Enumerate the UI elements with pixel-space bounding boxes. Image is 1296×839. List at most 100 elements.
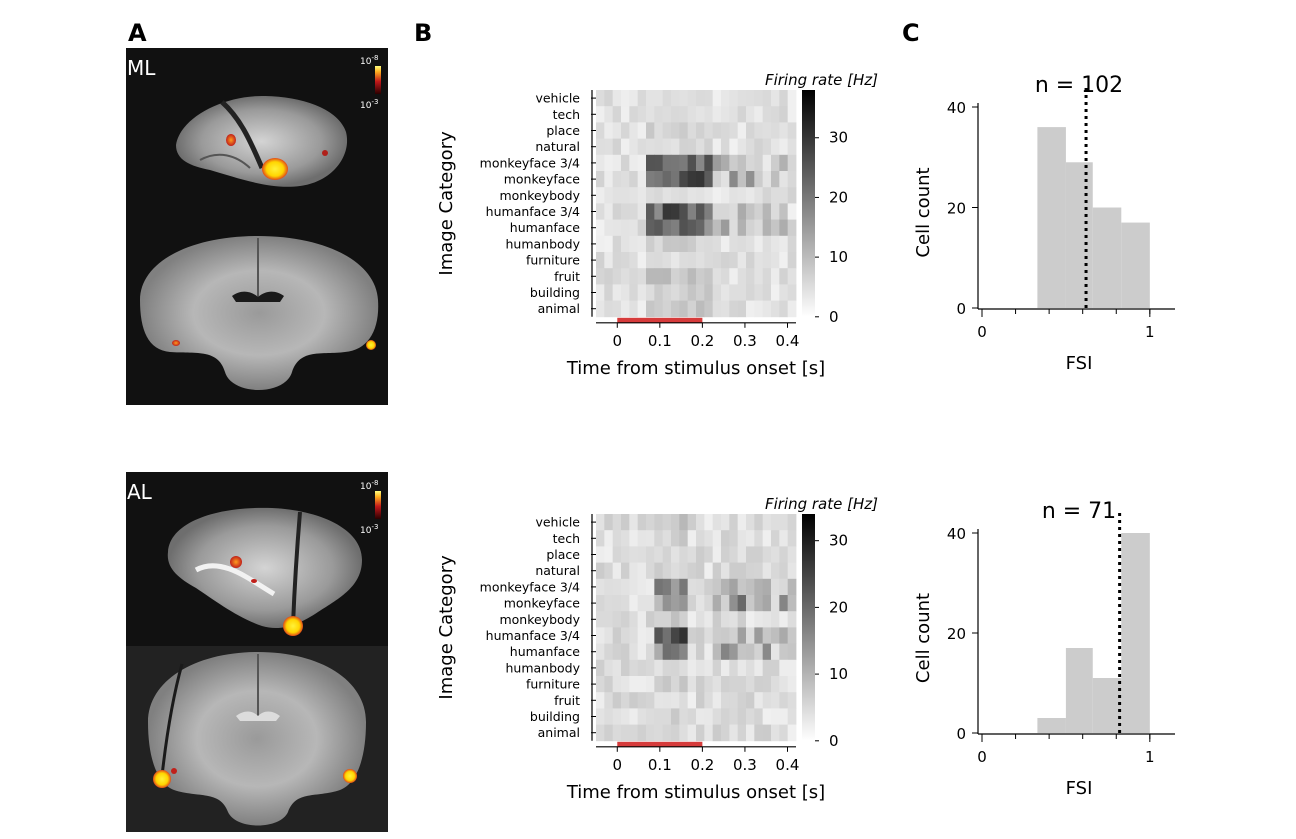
stimulus-bar xyxy=(617,317,703,323)
ventricles xyxy=(232,291,284,302)
x-tick-label: 1 xyxy=(1145,748,1155,766)
category-label: fruit xyxy=(554,269,580,284)
heatmap-cell xyxy=(679,659,689,677)
sagittal-brain-slice xyxy=(167,507,362,629)
heatmap-cell xyxy=(646,203,655,220)
heatmap-cell xyxy=(621,235,630,253)
heatmap-cell xyxy=(779,187,789,204)
heatmap-cell xyxy=(637,611,647,628)
heatmap-cell xyxy=(754,90,764,107)
heatmap-cell xyxy=(721,643,730,661)
mri-panel-al: AL 10-8 10-3 xyxy=(126,472,388,832)
heatmap-cell xyxy=(621,530,630,547)
heatmap-cell xyxy=(712,284,722,301)
heatmap-cell xyxy=(679,219,689,237)
heatmap-cell xyxy=(637,219,647,237)
heatmap-cell xyxy=(662,530,672,547)
heatmap-cell xyxy=(696,122,705,139)
heatmap-cell xyxy=(646,235,655,253)
heatmap-cell xyxy=(621,562,630,580)
heatmap-cell xyxy=(671,530,680,547)
heatmap-cell xyxy=(621,724,630,742)
heatmap-cell xyxy=(712,562,722,580)
heatmap-cell xyxy=(712,106,722,123)
category-label: monkeyface 3/4 xyxy=(480,579,580,594)
heatmap-cell xyxy=(646,187,655,204)
heatmap-cell xyxy=(671,546,680,563)
histogram-bar xyxy=(1121,222,1150,308)
heatmap-cell xyxy=(771,627,780,644)
heatmap-cell xyxy=(629,90,639,107)
heatmap-cell xyxy=(621,546,630,563)
heatmap-cell xyxy=(771,203,780,220)
heatmap-cell xyxy=(671,692,680,709)
heatmap-cell xyxy=(696,611,705,628)
heatmap-cell xyxy=(779,300,789,318)
heatmap-cell xyxy=(704,514,714,531)
heatmap-cell xyxy=(729,724,739,742)
category-label: building xyxy=(530,285,580,300)
heatmap-cell xyxy=(737,171,747,188)
heatmap-cell xyxy=(762,578,772,596)
heatmap-cell xyxy=(721,154,730,172)
heatmap-cell xyxy=(779,708,789,725)
heatmap-cell xyxy=(746,106,755,123)
heatmap-cell xyxy=(596,546,605,563)
activation-blob xyxy=(226,134,236,146)
electrode-track xyxy=(160,663,184,777)
heatmap-cell xyxy=(687,252,697,269)
heatmap-cell xyxy=(612,235,622,253)
heatmap-cell xyxy=(637,154,647,172)
heatmap-cell xyxy=(604,235,614,253)
histogram-xlabel: FSI xyxy=(1066,353,1093,374)
heatmap-cell xyxy=(729,187,739,204)
histogram-panel-ml: 0 20 40 0 1 n = 102 Cell count FSI xyxy=(913,73,1175,374)
heatmap-cell xyxy=(654,90,664,107)
heatmap-ylabel: Image Category xyxy=(436,555,457,700)
heatmap-cell xyxy=(762,138,772,156)
heatmap-cell xyxy=(746,724,755,742)
heatmap-cell xyxy=(762,268,772,285)
heatmap-cell xyxy=(662,219,672,237)
heatmap-cell xyxy=(762,611,772,628)
heatmap-cell xyxy=(729,514,739,531)
heatmap-cell xyxy=(687,611,697,628)
heatmap-cell xyxy=(704,219,714,237)
heatmap-cell xyxy=(746,187,755,204)
heatmap-cell xyxy=(654,643,664,661)
heatmap-cell xyxy=(762,154,772,172)
heatmap-cell xyxy=(696,659,705,677)
heatmap-cell xyxy=(679,235,689,253)
heatmap-cell xyxy=(596,530,605,547)
heatmap-cell xyxy=(662,203,672,220)
heatmap-cell xyxy=(721,138,730,156)
heatmap-cell xyxy=(612,627,622,644)
heatmap-cell xyxy=(671,514,680,531)
heatmap-cell xyxy=(679,724,689,742)
heatmap-cell xyxy=(687,546,697,563)
heatmap-cell xyxy=(762,171,772,188)
heatmap-cell xyxy=(654,154,664,172)
heatmap-cell xyxy=(637,203,647,220)
heatmap-cell xyxy=(712,659,722,677)
heatmap-cell xyxy=(746,219,755,237)
heatmap-cell xyxy=(662,284,672,301)
heatmap-cell xyxy=(779,627,789,644)
x-tick-label: 0.2 xyxy=(690,332,714,350)
y-tick-label: 0 xyxy=(956,725,966,743)
heatmap-cell xyxy=(671,284,680,301)
heatmap-cell xyxy=(679,203,689,220)
heatmap-cell xyxy=(771,659,780,677)
category-label: tech xyxy=(553,531,580,546)
heatmap-cell xyxy=(704,154,714,172)
heatmap-cell xyxy=(779,252,789,269)
heatmap-cell xyxy=(729,643,739,661)
heatmap-cell xyxy=(612,562,622,580)
heatmap-cell xyxy=(687,643,697,661)
heatmap-cell xyxy=(779,90,789,107)
heatmap-cell xyxy=(596,106,605,123)
heatmap-cell xyxy=(787,138,797,156)
heatmap-cell xyxy=(596,171,605,188)
heatmap-cell xyxy=(629,530,639,547)
